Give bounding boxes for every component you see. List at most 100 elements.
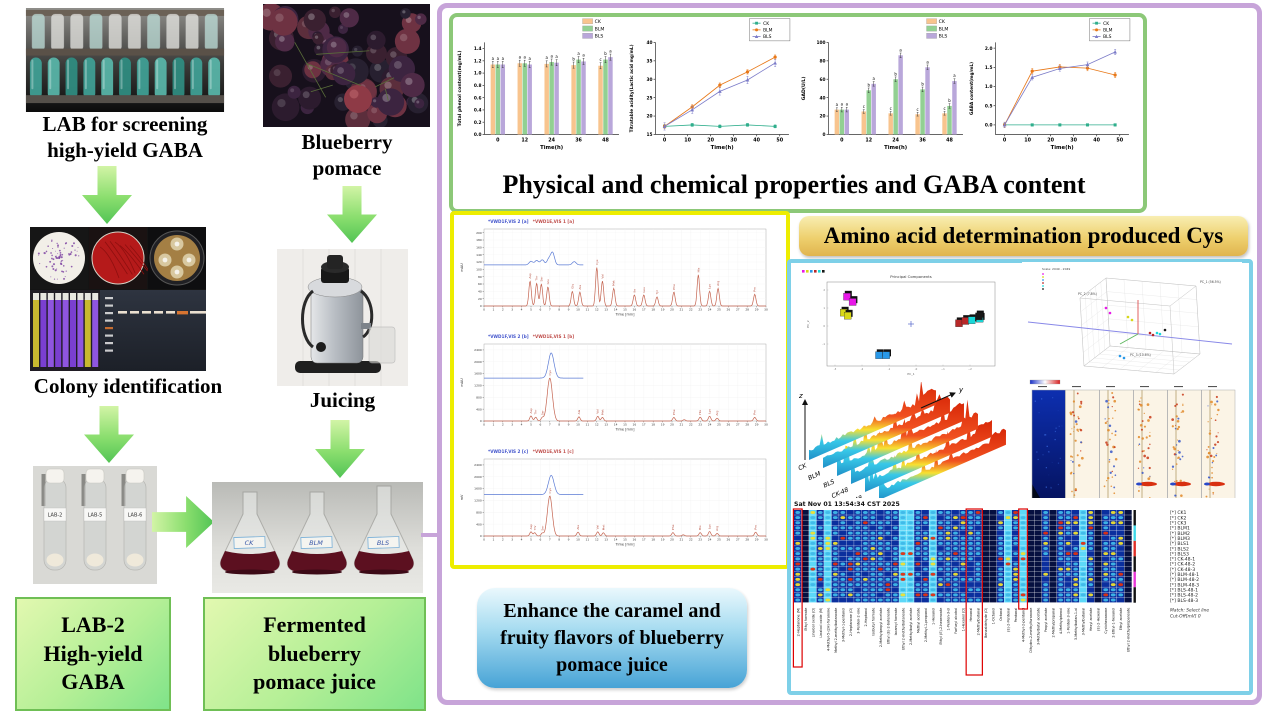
svg-text:c: c (917, 107, 919, 112)
svg-text:60: 60 (478, 282, 482, 286)
svg-text:12: 12 (595, 538, 599, 542)
svg-text:4-Methyl-5-(2H)-furanone: 4-Methyl-5-(2H)-furanone (826, 608, 830, 651)
svg-text:3-Methylbutyl acetate: 3-Methylbutyl acetate (1037, 608, 1041, 645)
svg-text:[*] BLM-48-2: [*] BLM-48-2 (1170, 577, 1199, 583)
svg-text:CK: CK (797, 462, 808, 472)
svg-text:40: 40 (478, 289, 482, 293)
connector-purple (421, 533, 443, 537)
svg-text:13: 13 (604, 538, 608, 542)
svg-text:BLS: BLS (377, 539, 389, 547)
svg-text:Glu: Glu (546, 279, 550, 284)
svg-text:0.4: 0.4 (474, 108, 482, 114)
caption-colony-text: Colony identification (33, 374, 223, 398)
svg-text:60: 60 (819, 77, 825, 83)
caption-blueberry: Blueberry pomace (262, 130, 432, 181)
svg-text:a: a (582, 53, 585, 58)
svg-text:12: 12 (595, 423, 599, 427)
svg-text:Scale: 2049 - 2049: Scale: 2049 - 2049 (1042, 267, 1070, 271)
svg-text:*VWD1E,VIS 1 [b]: *VWD1E,VIS 1 [b] (533, 334, 574, 339)
svg-text:1.2: 1.2 (474, 58, 482, 64)
svg-text:c: c (890, 106, 892, 111)
svg-text:23: 23 (698, 308, 702, 312)
svg-text:1: 1 (492, 423, 494, 427)
svg-text:Cys: Cys (548, 370, 552, 376)
gcims-waterfall-plot: BLS-48BLM-48CK-48BLSBLMCKzyx (793, 382, 1021, 520)
svg-text:21: 21 (680, 423, 684, 427)
svg-text:13: 13 (604, 308, 608, 312)
svg-text:20: 20 (707, 138, 714, 144)
caption-blueberry-line1: Blueberry (301, 130, 393, 154)
svg-text:2: 2 (502, 423, 504, 427)
svg-text:Asp: Asp (528, 273, 532, 279)
svg-text:[*] BLM2: [*] BLM2 (1170, 531, 1190, 537)
svg-text:23: 23 (698, 538, 702, 542)
svg-text:Linalool oxide (D): Linalool oxide (D) (811, 607, 815, 637)
svg-text:1200: 1200 (474, 384, 482, 388)
svg-text:LAB-2: LAB-2 (48, 513, 63, 519)
svg-text:1600: 1600 (474, 372, 482, 376)
flow-arrow-right (152, 496, 214, 548)
svg-text:22: 22 (689, 308, 693, 312)
svg-text:100: 100 (816, 40, 825, 46)
svg-text:Lys: Lys (708, 409, 712, 414)
svg-text:20: 20 (819, 114, 825, 120)
svg-text:36: 36 (575, 138, 582, 144)
svg-text:[*] BLS2: [*] BLS2 (1170, 546, 1189, 552)
svg-text:Cut-Off[mV] 0: Cut-Off[mV] 0 (1170, 614, 1201, 620)
svg-text:Ser: Ser (540, 525, 544, 531)
svg-text:Val: Val (600, 274, 604, 279)
svg-text:Val: Val (596, 409, 600, 414)
svg-text:Gly: Gly (570, 284, 574, 289)
svg-text:His: His (696, 267, 700, 272)
svg-text:[*] BLS1: [*] BLS1 (1170, 541, 1189, 547)
enhance-box-line1: Enhance the caramel and (503, 599, 721, 622)
svg-text:4: 4 (521, 308, 523, 312)
svg-text:0: 0 (840, 138, 844, 144)
svg-text:29: 29 (755, 308, 759, 312)
caption-juicing-text: Juicing (309, 388, 376, 412)
svg-text:[*] BLM3: [*] BLM3 (1170, 536, 1190, 542)
svg-text:2: 2 (502, 308, 504, 312)
svg-text:1.4: 1.4 (474, 46, 482, 52)
svg-text:a: a (545, 55, 548, 60)
svg-text:2000: 2000 (474, 475, 482, 479)
svg-text:Total phenol content(mg/mL): Total phenol content(mg/mL) (457, 51, 463, 127)
svg-text:50: 50 (1116, 138, 1123, 144)
svg-text:Thr: Thr (535, 275, 539, 282)
svg-text:Phe: Phe (672, 409, 676, 415)
svg-text:Arg: Arg (716, 281, 720, 286)
svg-text:[*] BLM-48-3: [*] BLM-48-3 (1170, 582, 1199, 588)
svg-text:10: 10 (576, 308, 580, 312)
svg-text:40: 40 (753, 138, 760, 144)
enhance-box-line3: pomace juice (556, 653, 668, 676)
svg-text:800: 800 (476, 395, 482, 399)
svg-text:[*] CK1: [*] CK1 (1170, 510, 1187, 516)
svg-text:2-Methylpropanal: 2-Methylpropanal (1052, 608, 1056, 638)
result-box-lab2-line2: High-yield (43, 640, 143, 666)
svg-text:Time(h): Time(h) (540, 145, 563, 151)
result-box-fermented-line3: pomace juice (253, 669, 376, 695)
svg-text:Phe: Phe (672, 284, 676, 290)
svg-text:40: 40 (646, 40, 652, 46)
svg-text:Hexyl acetate: Hexyl acetate (1089, 608, 1093, 631)
svg-text:17: 17 (642, 423, 646, 427)
svg-text:400: 400 (476, 522, 482, 526)
svg-text:*VWD1F,VIS 2 [c]: *VWD1F,VIS 2 [c] (488, 449, 528, 454)
svg-text:50: 50 (776, 138, 783, 144)
chart-gaba-content: 0.0 0.5 1.0 1.5 2.0 0 10 20 30 40 50 Time(h) GABA co… (969, 18, 1131, 151)
svg-text:27: 27 (736, 423, 740, 427)
svg-text:a: a (609, 48, 612, 53)
svg-text:11: 11 (586, 538, 590, 542)
svg-text:0: 0 (480, 304, 482, 308)
svg-text:2: 2 (823, 288, 825, 292)
svg-text:10: 10 (576, 538, 580, 542)
svg-text:30: 30 (730, 138, 737, 144)
svg-text:2-Methylbutyl acetate: 2-Methylbutyl acetate (909, 608, 913, 645)
svg-text:40: 40 (819, 95, 825, 101)
svg-text:b: b (572, 56, 575, 61)
svg-text:100: 100 (476, 267, 482, 271)
svg-text:b: b (867, 82, 870, 87)
svg-text:BLS: BLS (939, 34, 948, 40)
svg-text:Arg: Arg (715, 410, 719, 415)
